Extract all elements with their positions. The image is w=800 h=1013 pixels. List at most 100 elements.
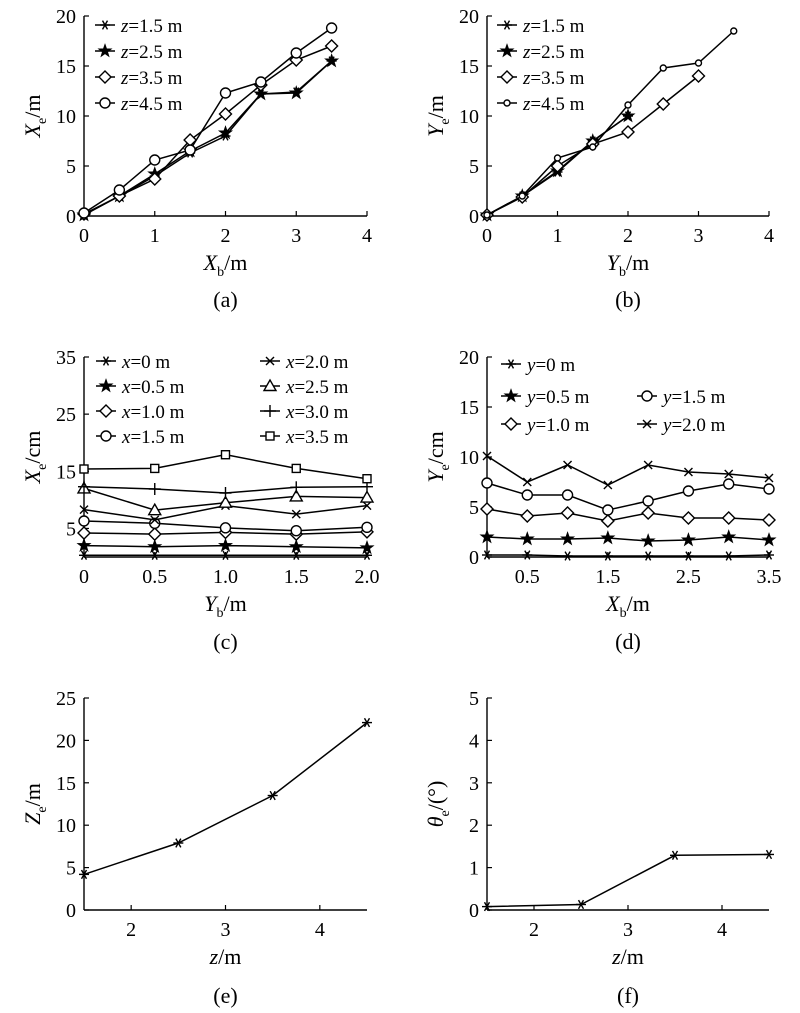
x-axis-label: Yb/m — [607, 250, 649, 280]
legend-marker — [98, 70, 112, 84]
y-tick-label: 15 — [56, 461, 76, 483]
data-point — [220, 450, 231, 460]
data-point — [482, 550, 492, 560]
legend-label: y=1.0 m — [525, 415, 590, 436]
x-tick-label: 0.5 — [515, 566, 540, 588]
legend: z=1.5 m z=2.5 m z=3.5 m z=4.5 m — [95, 16, 183, 115]
legend-label: x=3.0 m — [285, 402, 349, 423]
data-point — [253, 86, 269, 101]
data-point — [362, 550, 372, 560]
legend: z=1.5 m z=2.5 m z=3.5 m z=4.5 m — [497, 16, 585, 115]
data-point — [482, 901, 492, 912]
x-tick-label: 1.5 — [595, 566, 620, 588]
data-point — [691, 69, 706, 83]
y-tick-label: 0 — [469, 206, 479, 228]
data-point — [479, 529, 495, 544]
data-point — [149, 154, 161, 166]
data-point — [522, 550, 533, 560]
legend-marker — [642, 419, 652, 429]
data-point — [659, 64, 667, 72]
legend-label: x=1.5 m — [121, 427, 185, 448]
legend-label: y=0.5 m — [525, 387, 590, 408]
x-tick-label: 4 — [362, 225, 372, 247]
data-point — [681, 511, 696, 525]
y-tick-label: 4 — [469, 730, 479, 752]
data-point — [520, 509, 535, 523]
data-point — [721, 529, 737, 544]
y-tick-label: 3 — [469, 773, 479, 795]
data-point — [218, 107, 233, 121]
legend-entry: x=3.0 m — [260, 402, 349, 423]
legend-label: x=3.5 m — [285, 427, 349, 448]
y-axis-label: θe/(°) — [423, 781, 453, 828]
data-point — [624, 101, 632, 109]
legend-label: z=3.5 m — [522, 68, 585, 89]
chart-panel-d: 0.5 1.5 2.5 3.5 0 5 10 15 20 Xb/m Ye/cm y=0 m y=0.5 … — [423, 347, 782, 654]
data-point — [362, 501, 372, 511]
legend-marker — [100, 430, 112, 442]
data-point — [113, 184, 126, 196]
data-point — [291, 463, 301, 474]
data-point — [291, 550, 302, 560]
x-axis-label: Yb/m — [204, 591, 246, 621]
legend-label: z=1.5 m — [120, 16, 183, 37]
series-line — [486, 853, 770, 908]
legend-marker — [99, 404, 113, 418]
data-point — [723, 478, 735, 490]
series-line — [486, 455, 770, 486]
y-axis-label: Xe/m — [20, 95, 50, 139]
y-tick-label: 10 — [56, 815, 76, 837]
data-point — [483, 211, 491, 219]
legend-label: z=2.5 m — [522, 42, 585, 63]
y-tick-label: 0 — [469, 900, 479, 922]
legend-entry: x=0.5 m — [96, 377, 185, 398]
data-point — [79, 869, 89, 880]
legend-marker — [499, 43, 515, 58]
y-axis-label: Ye/cm — [423, 431, 453, 482]
data-point — [763, 483, 775, 495]
data-point — [289, 489, 304, 502]
x-tick-label: 0 — [79, 225, 89, 247]
legend-entry: z=3.5 m — [95, 68, 183, 89]
y-tick-label: 20 — [56, 730, 76, 752]
legend-entry: x=1.0 m — [96, 402, 185, 423]
x-tick-label: 3.5 — [757, 566, 782, 588]
data-point — [255, 76, 267, 88]
legend-marker — [265, 356, 275, 366]
data-point — [150, 463, 160, 474]
y-tick-label: 5 — [66, 156, 76, 178]
series-y-1.5-m — [481, 477, 775, 516]
x-axis-label: Xb/m — [605, 591, 650, 621]
data-point — [324, 53, 340, 68]
data-point — [217, 537, 234, 552]
data-point — [147, 502, 162, 516]
legend-entry: x=1.5 m — [96, 427, 185, 448]
chart-panel-c: 0 0.5 1.0 1.5 2.0 5 15 25 35 Yb/m Xe/cm x=0 m x=0.5 … — [20, 347, 380, 654]
data-point — [724, 469, 734, 479]
data-point — [219, 487, 232, 499]
y-tick-label: 5 — [469, 688, 479, 710]
data-point — [288, 538, 304, 554]
series-x-0.5-m — [76, 537, 375, 555]
series-y-2.0-m — [482, 451, 774, 490]
y-tick-label: 5 — [469, 156, 479, 178]
data-point — [603, 480, 613, 490]
y-tick-label: 25 — [56, 404, 76, 426]
series-line — [486, 30, 735, 216]
series-z-4.5-m — [483, 27, 738, 219]
data-point — [522, 477, 532, 487]
data-point — [290, 525, 302, 537]
data-point — [291, 509, 301, 519]
data-point — [560, 506, 575, 520]
x-tick-label: 2 — [529, 919, 539, 941]
data-point — [761, 532, 777, 547]
series-y-1.0-m — [480, 502, 776, 528]
y-tick-label: 1 — [469, 858, 479, 880]
data-point — [361, 521, 373, 533]
panel-label: (e) — [213, 983, 237, 1008]
legend: x=0 m x=0.5 m x=1.0 m x=1.5 m x=2.0 m x=2.5 m… — [96, 352, 349, 448]
x-tick-label: 1 — [553, 225, 563, 247]
legend-label: z=1.5 m — [522, 16, 585, 37]
data-point — [643, 460, 653, 470]
